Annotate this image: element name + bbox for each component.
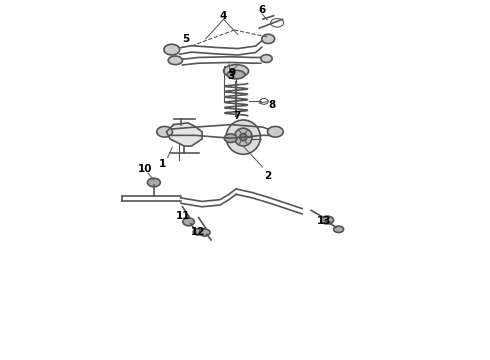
Text: 1: 1 [158, 159, 166, 169]
Ellipse shape [183, 218, 194, 226]
Text: 5: 5 [182, 34, 190, 44]
Text: 9: 9 [229, 68, 236, 78]
Ellipse shape [234, 128, 252, 146]
Ellipse shape [268, 126, 283, 137]
Ellipse shape [262, 34, 275, 44]
Text: 11: 11 [176, 211, 191, 221]
Text: 10: 10 [138, 164, 152, 174]
Ellipse shape [261, 55, 272, 63]
Text: 4: 4 [220, 11, 227, 21]
Ellipse shape [147, 178, 160, 187]
Ellipse shape [321, 216, 334, 224]
Ellipse shape [168, 56, 182, 64]
Text: 6: 6 [259, 5, 266, 15]
Ellipse shape [193, 229, 202, 235]
Ellipse shape [224, 134, 237, 143]
Ellipse shape [164, 44, 180, 55]
Text: 12: 12 [191, 227, 206, 237]
Text: 2: 2 [265, 171, 272, 181]
Text: 7: 7 [233, 111, 241, 121]
Ellipse shape [199, 229, 210, 236]
Text: 3: 3 [227, 71, 234, 81]
Ellipse shape [223, 64, 248, 77]
Ellipse shape [226, 120, 260, 154]
Ellipse shape [157, 126, 172, 137]
Text: 8: 8 [268, 100, 275, 110]
Polygon shape [167, 123, 202, 146]
Ellipse shape [240, 134, 247, 141]
Ellipse shape [227, 70, 245, 79]
Ellipse shape [334, 226, 343, 233]
Text: 13: 13 [317, 216, 332, 226]
